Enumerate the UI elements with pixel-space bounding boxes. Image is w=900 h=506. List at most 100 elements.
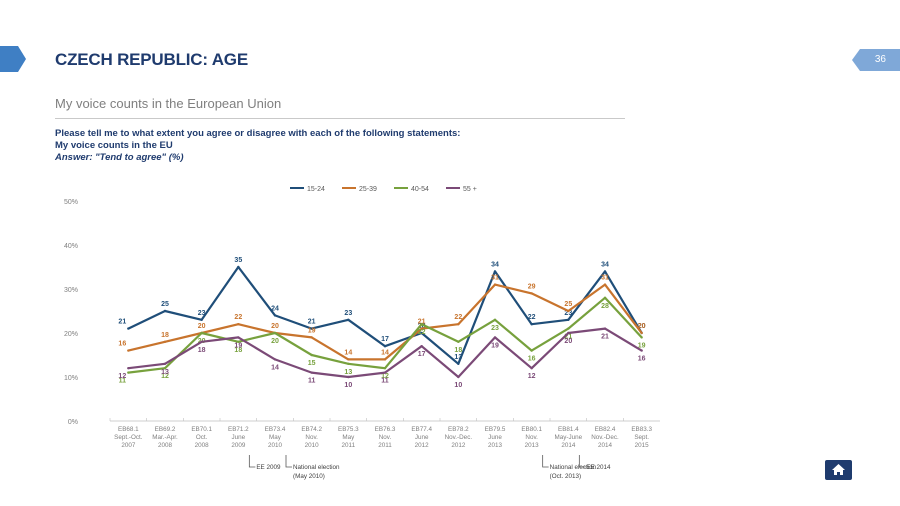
annotation-bracket [285, 455, 292, 468]
data-point [310, 371, 313, 374]
data-label: 20 [564, 338, 572, 345]
question-answer: Answer: "Tend to agree" (%) [55, 152, 184, 163]
data-label: 25 [161, 301, 169, 308]
data-label: 13 [161, 369, 169, 376]
x-tick-label: 2014 [598, 442, 613, 449]
data-label: 16 [638, 356, 646, 363]
x-tick-label: Mar.-Apr. [152, 434, 178, 441]
data-label: 28 [601, 303, 609, 310]
x-tick-label: EB77.4 [411, 426, 432, 433]
data-point [603, 270, 607, 273]
data-point [347, 318, 350, 321]
data-label: 20 [418, 323, 426, 330]
data-label: 23 [344, 310, 352, 317]
x-tick-label: EB70.1 [191, 426, 212, 433]
data-label: 13 [454, 354, 462, 361]
y-tick-label: 20% [64, 331, 78, 338]
data-label: 12 [118, 373, 126, 380]
data-label: 31 [491, 275, 499, 282]
data-label: 12 [528, 373, 536, 380]
x-tick-label: EB80.1 [521, 426, 542, 433]
home-button[interactable] [825, 460, 852, 480]
x-tick-label: Sept.-Oct. [114, 434, 143, 441]
x-tick-label: May [269, 434, 282, 441]
data-label: 34 [601, 261, 609, 268]
x-tick-label: Oct. [196, 434, 208, 441]
data-point [457, 375, 460, 379]
x-tick-label: Nov. [525, 434, 538, 441]
data-label: 23 [564, 310, 572, 317]
data-point [567, 331, 570, 335]
data-point [237, 340, 240, 343]
x-tick-label: Nov. [305, 434, 318, 441]
data-point [640, 349, 643, 352]
legend-label: 15-24 [307, 186, 325, 193]
data-label: 20 [638, 323, 646, 330]
divider [55, 118, 625, 119]
data-label: 11 [119, 378, 127, 385]
data-label: 34 [491, 261, 499, 268]
x-tick-label: Sept. [634, 434, 649, 441]
x-tick-label: Nov.-Dec. [591, 434, 619, 441]
data-label: 19 [638, 342, 646, 349]
x-tick-label: 2008 [158, 442, 173, 449]
data-point [420, 323, 423, 326]
x-tick-label: 2013 [525, 442, 540, 449]
data-label: 21 [418, 319, 426, 326]
data-point [347, 362, 350, 365]
data-point [347, 375, 350, 379]
x-tick-label: 2013 [488, 442, 503, 449]
x-tick-label: 2011 [342, 442, 356, 449]
data-label: 11 [381, 378, 389, 385]
data-label: 29 [528, 283, 536, 290]
data-label: 35 [234, 257, 242, 264]
legend-label: 55 + [463, 186, 477, 193]
data-label: 14 [271, 364, 279, 371]
data-point [567, 318, 570, 321]
data-label: 15 [308, 360, 316, 367]
data-label: 18 [161, 332, 169, 339]
page-number: 36 [874, 54, 886, 65]
page-title: CZECH REPUBLIC: AGE [55, 50, 248, 69]
page-number-tab [852, 49, 900, 71]
data-label: 20 [271, 323, 279, 330]
data-label: 19 [491, 342, 499, 349]
data-label: 23 [491, 325, 499, 332]
x-tick-label: EB75.3 [338, 426, 359, 433]
data-label: 21 [564, 334, 572, 341]
data-point [567, 309, 570, 313]
data-point [640, 336, 643, 339]
data-point [457, 323, 460, 326]
page-subtitle: My voice counts in the European Union [55, 96, 282, 111]
data-label: 19 [308, 327, 316, 334]
data-label: 11 [308, 378, 316, 385]
data-label: 10 [344, 382, 352, 389]
data-label: 14 [381, 349, 389, 356]
data-point [383, 345, 387, 348]
y-tick-label: 10% [64, 375, 78, 382]
x-tick-label: EB78.2 [448, 426, 469, 433]
x-tick-label: May [342, 434, 355, 441]
x-tick-label: May-June [555, 434, 583, 441]
data-label: 14 [344, 349, 352, 356]
data-point [603, 327, 607, 330]
data-label: 16 [118, 341, 126, 348]
x-tick-label: EB68.1 [118, 426, 139, 433]
question-intro: Please tell me to what extent you agree … [55, 128, 461, 139]
data-point [530, 292, 533, 295]
question-statement: My voice counts in the EU [55, 140, 173, 151]
data-label: 18 [454, 347, 462, 354]
data-point [347, 358, 350, 361]
x-tick-label: Nov.-Dec. [445, 434, 473, 441]
legend-label: 40-54 [411, 186, 429, 193]
data-label: 22 [528, 314, 536, 321]
data-label: 16 [528, 356, 536, 363]
annotation-label: (May 2010) [293, 473, 325, 480]
data-point [273, 314, 277, 317]
x-tick-label: 2007 [121, 442, 136, 449]
data-label: 12 [161, 373, 169, 380]
data-point [383, 371, 387, 374]
data-label: 23 [198, 310, 206, 317]
x-tick-label: June [488, 434, 502, 441]
x-tick-label: 2012 [415, 442, 430, 449]
